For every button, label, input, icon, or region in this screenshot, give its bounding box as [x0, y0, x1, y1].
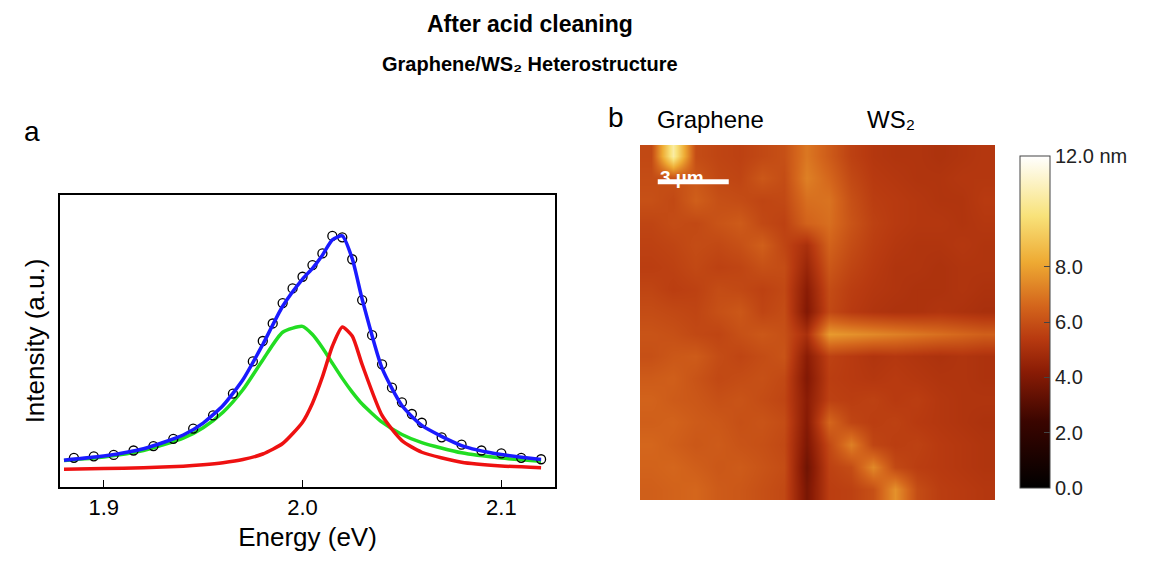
svg-text:6.0: 6.0	[1055, 311, 1083, 333]
svg-text:8.0: 8.0	[1055, 256, 1083, 278]
svg-text:Graphene: Graphene	[657, 106, 764, 133]
svg-text:b: b	[608, 102, 624, 133]
svg-text:a: a	[24, 116, 40, 147]
svg-text:1.9: 1.9	[88, 495, 119, 520]
svg-text:4.0: 4.0	[1055, 366, 1083, 388]
svg-text:2.0: 2.0	[287, 495, 318, 520]
svg-text:2.0: 2.0	[1055, 422, 1083, 444]
svg-text:After acid cleaning: After acid cleaning	[427, 11, 633, 37]
svg-text:0.0: 0.0	[1055, 477, 1083, 499]
svg-text:Energy (eV): Energy (eV)	[238, 522, 377, 552]
svg-text:3 µm: 3 µm	[660, 167, 704, 188]
svg-text:WS₂: WS₂	[867, 106, 915, 133]
svg-text:Graphene/WS₂ Heterostructure: Graphene/WS₂ Heterostructure	[382, 53, 678, 75]
svg-text:Intensity (a.u.): Intensity (a.u.)	[20, 259, 50, 424]
svg-text:12.0 nm: 12.0 nm	[1055, 145, 1127, 167]
svg-text:2.1: 2.1	[486, 495, 517, 520]
